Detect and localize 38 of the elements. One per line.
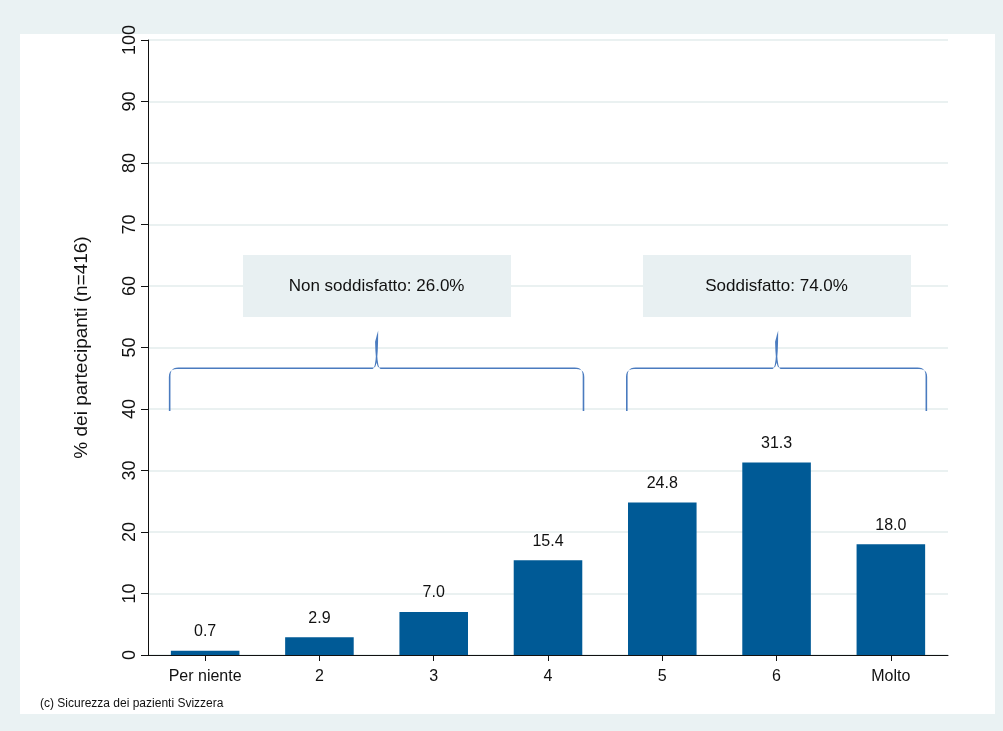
y-tick-label: 60: [119, 275, 139, 297]
annotation: Non soddisfatto: 26.0%: [288, 276, 465, 296]
y-tick-label: 30: [119, 460, 139, 481]
data-label: 18.0: [875, 515, 907, 533]
data-label: 2.9: [308, 608, 331, 626]
bar: [856, 544, 926, 655]
x-tick-label: 3: [429, 666, 439, 684]
y-tick-label: 90: [119, 91, 139, 112]
y-tick-label: 70: [119, 214, 139, 235]
x-tick-label: 5: [657, 666, 667, 684]
y-tick-label: 50: [119, 337, 139, 358]
x-tick-label: 6: [772, 666, 782, 684]
bar: [399, 611, 468, 655]
data-label: 15.4: [532, 531, 564, 549]
text: (c) Sicurezza dei pazienti Svizzera: [40, 696, 224, 710]
y-tick-label: 20: [119, 521, 139, 543]
bar: [285, 637, 354, 655]
x-tick-label: Per niente: [168, 666, 242, 684]
x-tick-label: 2: [314, 666, 324, 684]
y-tick-label: 100: [119, 24, 139, 56]
bar: [170, 650, 240, 655]
data-label: 7.0: [422, 583, 445, 601]
text-box: Soddisfatto: 74.0%: [642, 255, 911, 317]
text-box: Non soddisfatto: 26.0%: [242, 255, 511, 317]
y-tick-label: 80: [119, 152, 139, 174]
x-tick-label: Molto: [871, 666, 911, 684]
bar: [628, 502, 697, 655]
y-tick-label: 40: [119, 398, 139, 420]
x-tick-label: 4: [543, 666, 553, 684]
bar: [742, 462, 811, 655]
data-label: 0.7: [194, 622, 217, 640]
annotation: Soddisfatto: 74.0%: [705, 276, 848, 296]
y-axis-title: % dei partecipanti (n=416): [70, 236, 91, 459]
data-label: 24.8: [646, 473, 678, 491]
bar: [513, 560, 583, 655]
y-tick-label: 0: [119, 649, 139, 661]
y-tick-label: 10: [119, 583, 139, 604]
data-label: 31.3: [761, 434, 793, 452]
